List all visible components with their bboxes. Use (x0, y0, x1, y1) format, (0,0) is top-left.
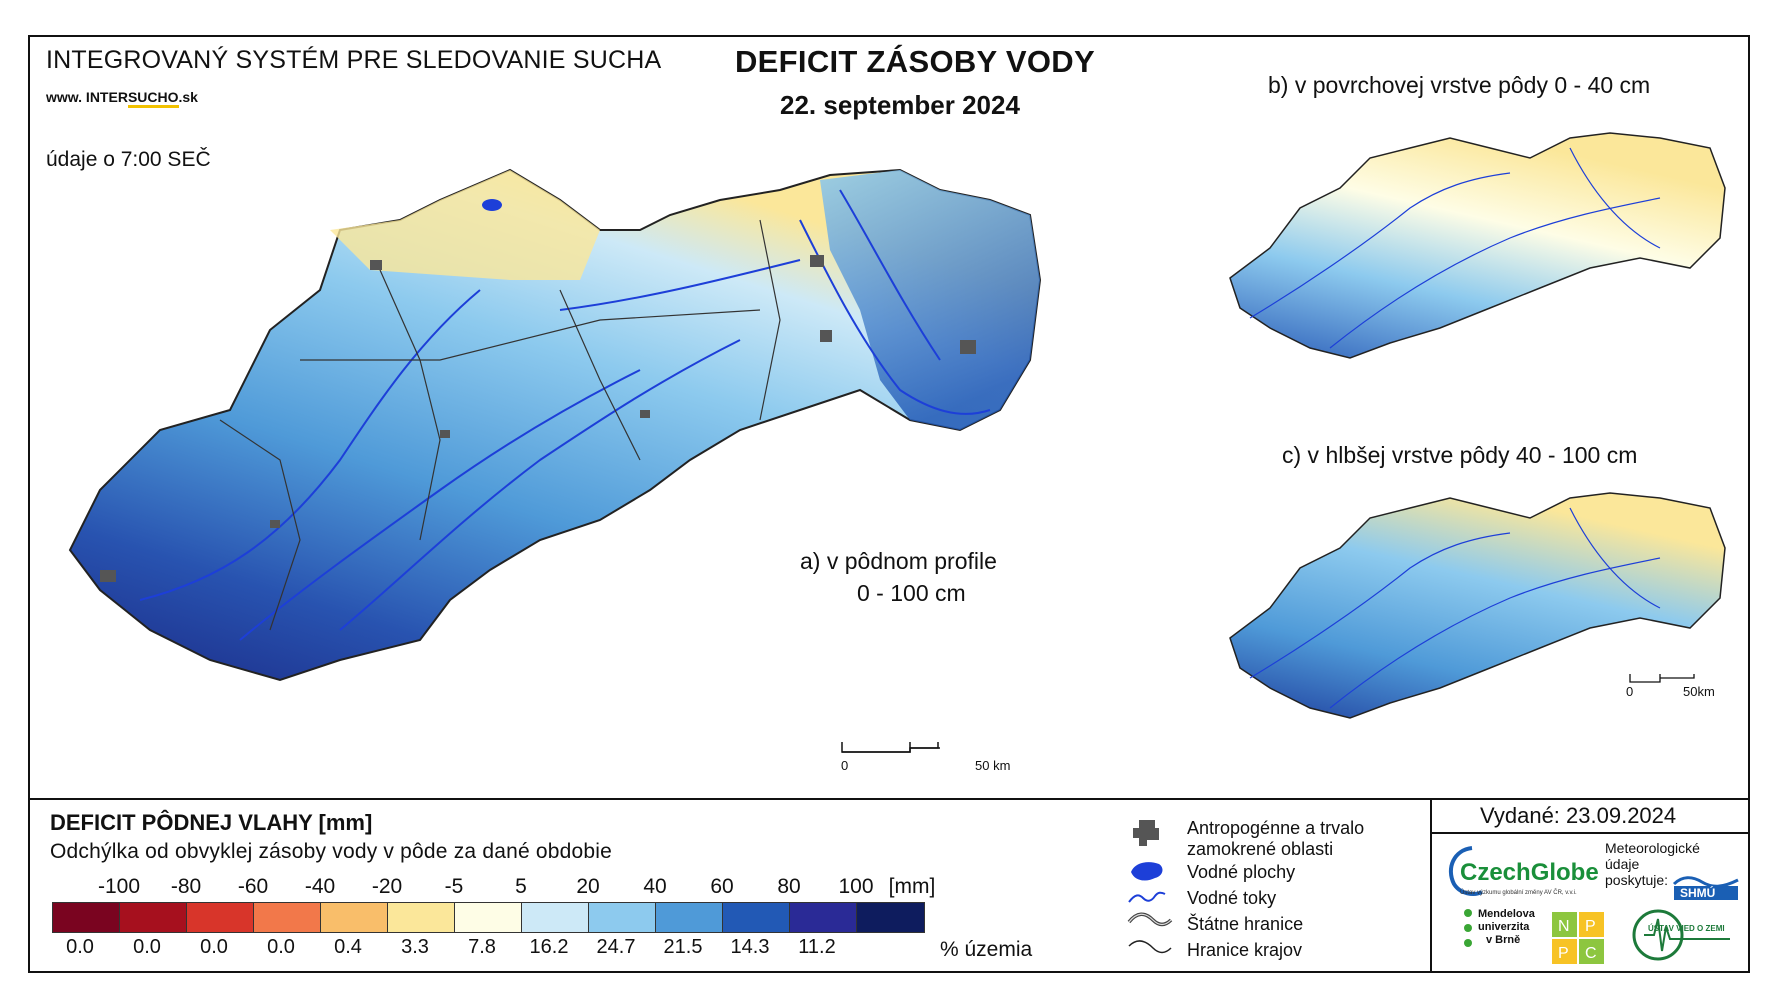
legend-title: DEFICIT PÔDNEJ VLAHY [mm] (50, 810, 373, 835)
website-prefix: www. INTER (46, 89, 128, 105)
website-highlight: SUCHO (127, 89, 179, 108)
nppc-logo[interactable]: N P P C (1552, 912, 1604, 964)
colorbar-percentages: 0.0 0.0 0.0 0.0 0.4 3.3 7.8 16.2 24.7 21… (52, 936, 1002, 962)
page-title: DEFICIT ZÁSOBY VODY (735, 44, 1095, 79)
tick-label: -60 (237, 875, 269, 898)
scale-main-start: 0 (841, 758, 849, 773)
pct-unit: % územia (940, 938, 1033, 961)
tick-label: 5 (515, 875, 527, 898)
czechglobe-icon: CzechGlobe Ústav výzkumu globální změny … (1448, 846, 1599, 896)
river-icon (1128, 891, 1166, 903)
colorbar-swatch (187, 903, 254, 932)
map-a-depth: 0 - 100 cm (857, 580, 966, 606)
rivers-a (139, 189, 991, 641)
tick-label: 60 (710, 875, 734, 898)
map-b-label: b) v povrchovej vrstve pôdy 0 - 40 cm (1268, 72, 1651, 98)
tick-label: -80 (170, 875, 202, 898)
colorbar-swatch (455, 903, 522, 932)
colorbar (52, 902, 925, 933)
colorbar-swatch (254, 903, 321, 932)
region-border-icon (1128, 940, 1172, 954)
pct-value: 0.0 (267, 936, 295, 958)
pct-value: 21.5 (663, 936, 703, 958)
colorbar-swatch (857, 903, 924, 932)
svg-text:SHMÚ: SHMÚ (1680, 885, 1715, 900)
footer-divider-vertical (1430, 798, 1432, 973)
legend-subtitle: Odchýlka od obvyklej zásoby vody v pôde … (50, 840, 613, 863)
tick-label: -20 (371, 875, 403, 898)
system-title: INTEGROVANÝ SYSTÉM PRE SLEDOVANIE SUCHA (46, 46, 662, 74)
colorbar-swatch (723, 903, 790, 932)
tick-label: -5 (444, 875, 464, 898)
pct-value: 11.2 (798, 936, 836, 958)
colorbar-swatch (53, 903, 120, 932)
colorbar-swatch (321, 903, 388, 932)
page-date: 22. september 2024 (780, 90, 1020, 120)
svg-text:P: P (1558, 945, 1569, 962)
urban-area-icon (1133, 820, 1159, 846)
website-link[interactable]: www. INTERSUCHO.sk (46, 89, 198, 108)
main-map-a (68, 168, 1042, 682)
svg-text:P: P (1585, 918, 1596, 935)
pct-value: 24.7 (596, 936, 636, 958)
czechglobe-logo[interactable]: CzechGlobe Ústav výzkumu globální změny … (1442, 840, 1607, 905)
legend-divider (28, 798, 1750, 800)
svg-text:C: C (1585, 945, 1597, 962)
svg-text:CzechGlobe: CzechGlobe (1460, 859, 1599, 886)
rivers-b (1249, 147, 1661, 349)
svg-text:Ústav výzkumu globální změny A: Ústav výzkumu globální změny AV ČR, v.v.… (1460, 889, 1577, 896)
scale-small-end: 50km (1683, 684, 1715, 699)
uvz-logo[interactable]: ÚSTAV VIED O ZEMI (1630, 905, 1740, 967)
colorbar-swatch (388, 903, 455, 932)
shmu-logo[interactable]: SHMÚ (1672, 868, 1742, 904)
pct-value: 14.3 (730, 936, 770, 958)
pct-value: 3.3 (401, 936, 429, 958)
svg-text:N: N (1558, 918, 1570, 935)
slovakia-outline-b (1229, 132, 1726, 359)
urban-areas-a (100, 255, 976, 582)
mendel-dots-icon (1464, 909, 1472, 947)
scale-main-end: 50 km (975, 758, 1011, 773)
svg-text:ÚSTAV VIED O ZEMI: ÚSTAV VIED O ZEMI (1648, 924, 1725, 933)
map-a-label: a) v pôdnom profile (800, 548, 997, 574)
tick-label: 40 (643, 875, 667, 898)
issued-date: Vydané: 23.09.2024 (1480, 803, 1677, 828)
colorbar-unit: [mm] (888, 875, 936, 898)
scale-bar-small (1629, 674, 1695, 683)
colorbar-ticks: -100 -80 -60 -40 -20 -5 5 20 40 60 80 10… (52, 875, 972, 903)
footer-divider-horizontal (1430, 832, 1750, 834)
pct-value: 16.2 (529, 936, 569, 958)
colorbar-swatch (589, 903, 656, 932)
tick-label: 100 (838, 875, 874, 898)
scale-bar-main (841, 742, 940, 753)
pct-value: 0.0 (66, 936, 94, 958)
scale-small-start: 0 (1626, 684, 1634, 699)
time-note: údaje o 7:00 SEČ (46, 148, 211, 171)
tick-label: -100 (97, 875, 141, 898)
pct-value: 0.0 (133, 936, 161, 958)
small-map-b (1229, 132, 1726, 359)
pct-value: 0.4 (334, 936, 362, 958)
small-map-c (1229, 492, 1726, 719)
colorbar-swatch (522, 903, 589, 932)
rivers-c (1249, 507, 1661, 709)
east-region-a (820, 170, 1040, 430)
colorbar-swatch (790, 903, 857, 932)
pct-value: 7.8 (468, 936, 496, 958)
north-yellow-a (330, 170, 600, 280)
colorbar-swatch (656, 903, 723, 932)
state-border-icon (1127, 912, 1173, 927)
tick-label: 20 (576, 875, 600, 898)
water-body-icon (1131, 862, 1163, 881)
meteo-provider: Meteorologické údaje poskytuje: (1605, 840, 1700, 888)
pct-value: 0.0 (200, 936, 228, 958)
slovakia-outline-c (1229, 492, 1726, 719)
region-borders-a (219, 219, 781, 631)
website-suffix: .sk (178, 89, 198, 105)
water-body-a (482, 199, 502, 211)
map-c-label: c) v hlbšej vrstve pôdy 40 - 100 cm (1282, 442, 1638, 468)
colorbar-swatch (120, 903, 187, 932)
tick-label: 80 (777, 875, 801, 898)
tick-label: -40 (304, 875, 336, 898)
